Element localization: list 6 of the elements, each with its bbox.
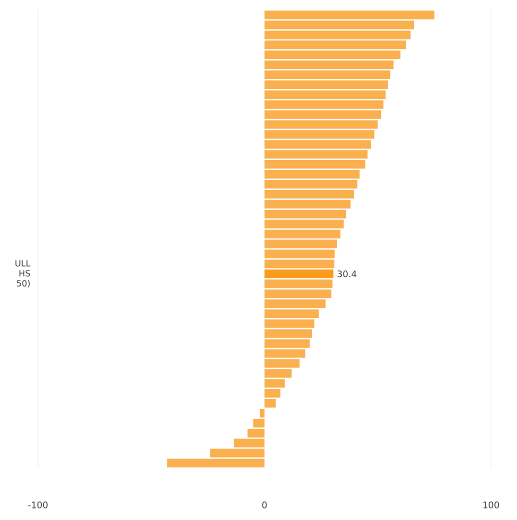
data-label: 30.4 [338,270,356,278]
x-tick-label: 100 [483,502,499,508]
bar [264,270,334,278]
y-tick-label: ULL HS 50) [16,260,30,288]
x-tick-label: -100 [28,502,48,508]
x-tick-label: 0 [262,502,267,508]
